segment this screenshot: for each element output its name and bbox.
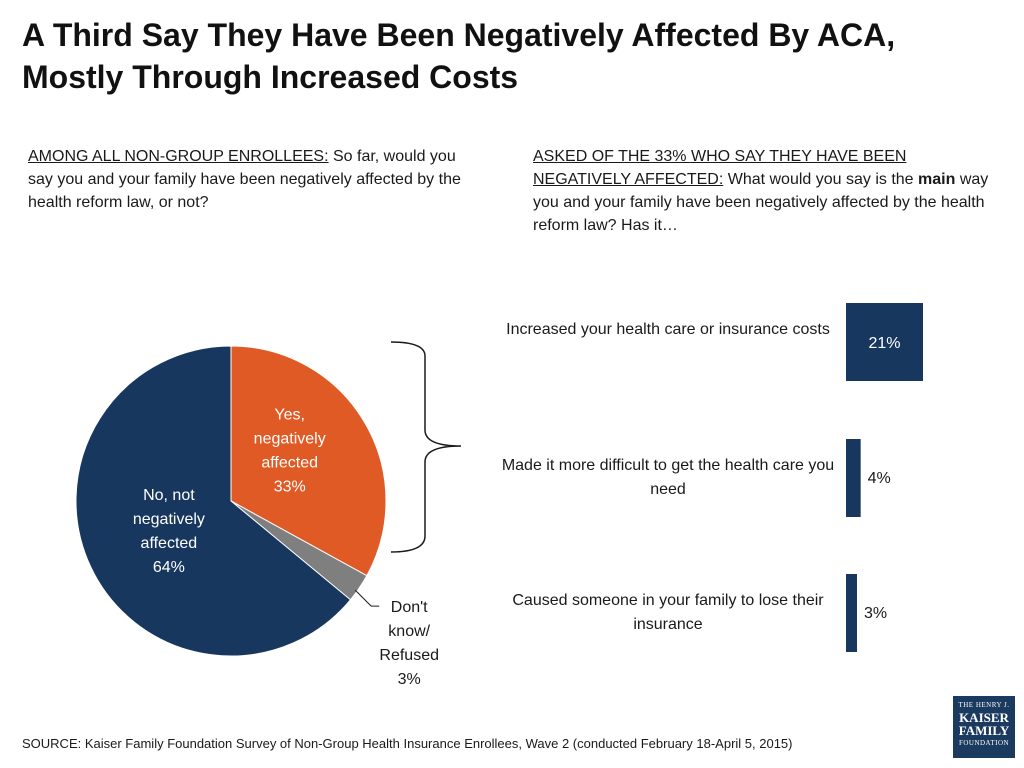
- subgroup-bracket: [390, 341, 462, 553]
- bar-value-label: 21%: [868, 335, 900, 352]
- pie-slice: [230, 345, 387, 577]
- logo-line-3: FAMILY: [958, 723, 1010, 738]
- bar-question-text-after: way you and your family have been negati…: [533, 171, 989, 234]
- pie-slice: [75, 345, 352, 657]
- pie-chart: Yes, negatively affected 33% No, not negative…: [75, 345, 439, 688]
- bar-chart: 21% 4% 3%: [846, 303, 923, 652]
- pie-leader-line: [354, 589, 380, 607]
- pie-slice-label: Yes, negatively affected 33%: [254, 407, 326, 496]
- pie-question: AMONG ALL NON-GROUP ENROLLEES: So far, w…: [28, 145, 468, 214]
- bar: [846, 439, 861, 517]
- bar-value-label: 4%: [868, 470, 891, 487]
- bar: [846, 574, 857, 652]
- bar: [846, 303, 923, 381]
- bar-question-lead: ASKED OF THE 33% WHO SAY THEY HAVE BEEN …: [533, 148, 907, 188]
- bar-category-label: Caused someone in your family to lose th…: [512, 592, 824, 633]
- page-title: A Third Say They Have Been Negatively Af…: [22, 17, 896, 95]
- logo-line-4: FOUNDATION: [958, 739, 1010, 747]
- logo-line-2: KAISER: [959, 710, 1009, 725]
- bar-category-label: Made it more difficult to get the health…: [501, 457, 835, 498]
- bar-value-label: 3%: [864, 605, 887, 622]
- pie-slice-label: Don't know/Refused 3%: [379, 599, 439, 688]
- bar-category-label: Increased your health care or insurance …: [506, 321, 830, 338]
- pie-question-text: So far, would you say you and your famil…: [28, 148, 461, 211]
- bar-question-text-before: What would you say is the: [723, 171, 919, 188]
- bar-question: ASKED OF THE 33% WHO SAY THEY HAVE BEEN …: [533, 145, 1003, 237]
- logo-line-1: THE HENRY J.: [958, 701, 1010, 709]
- pie-slice-label: No, not negatively affected 64%: [133, 487, 205, 576]
- kaiser-logo: THE HENRY J. KAISER FAMILY FOUNDATION: [953, 696, 1015, 758]
- pie-question-lead: AMONG ALL NON-GROUP ENROLLEES:: [28, 148, 329, 165]
- bar-question-emphasis: main: [918, 171, 956, 188]
- source-note: SOURCE: Kaiser Family Foundation Survey …: [22, 736, 793, 751]
